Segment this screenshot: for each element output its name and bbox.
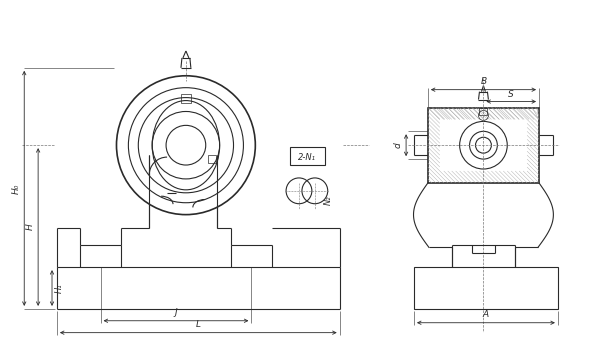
Text: L: L bbox=[196, 320, 201, 329]
Bar bbox=[181, 94, 191, 103]
Bar bbox=[207, 155, 216, 163]
Text: H: H bbox=[25, 224, 35, 231]
Bar bbox=[428, 107, 539, 183]
Text: A: A bbox=[483, 310, 489, 319]
Text: d: d bbox=[394, 142, 402, 148]
Bar bbox=[290, 147, 325, 165]
Text: J: J bbox=[175, 308, 177, 317]
Text: 2-N₁: 2-N₁ bbox=[298, 153, 316, 162]
Text: H₀: H₀ bbox=[12, 183, 21, 194]
Bar bbox=[479, 107, 488, 116]
Bar bbox=[414, 267, 558, 309]
Text: S: S bbox=[508, 90, 514, 99]
Text: B: B bbox=[480, 77, 486, 86]
Text: H₁: H₁ bbox=[54, 283, 63, 293]
Text: N₂: N₂ bbox=[324, 195, 333, 204]
